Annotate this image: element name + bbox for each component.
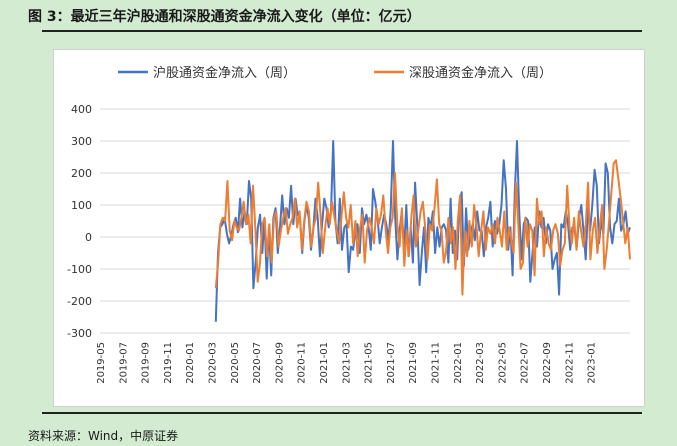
x-tick-label: 2020-09: [274, 342, 285, 384]
source-note: 资料来源：Wind，中原证券: [28, 429, 179, 443]
y-tick-label: 100: [71, 199, 92, 212]
x-tick-label: 2021-05: [364, 342, 375, 384]
x-tick-label: 2022-03: [475, 342, 486, 384]
x-tick-label: 2020-03: [207, 342, 218, 384]
x-tick-label: 2019-05: [96, 342, 107, 384]
x-tick-label: 2022-07: [520, 342, 531, 384]
x-tick-label: 2023-01: [587, 342, 598, 384]
x-tick-label: 2022-01: [453, 342, 464, 384]
x-tick-label: 2021-11: [430, 342, 441, 384]
bottom-rule: [42, 412, 642, 414]
y-tick-label: -200: [67, 295, 92, 308]
x-tick-label: 2019-09: [141, 342, 152, 384]
x-tick-label: 2022-05: [497, 342, 508, 384]
x-tick-label: 2021-03: [341, 342, 352, 384]
figure-title: 图 3：最近三年沪股通和深股通资金净流入变化（单位：亿元）: [28, 9, 421, 25]
legend-label-sz: 深股通资金净流入（周）: [409, 65, 552, 81]
series-line-sz: [214, 159, 631, 296]
x-tick-label: 2021-07: [386, 342, 397, 384]
x-tick-label: 2019-07: [118, 342, 129, 384]
y-tick-label: -100: [67, 263, 92, 276]
x-tick-label: 2020-01: [185, 342, 196, 384]
y-tick-label: 300: [71, 135, 92, 148]
x-tick-label: 2021-01: [319, 342, 330, 384]
x-tick-label: 2020-05: [230, 342, 241, 384]
x-tick-label: 2019-11: [163, 342, 174, 384]
x-tick-label: 2022-11: [564, 342, 575, 384]
x-tick-label: 2021-09: [408, 342, 419, 384]
y-tick-label: 0: [85, 231, 92, 244]
x-tick-label: 2020-07: [252, 342, 263, 384]
top-rule: [42, 30, 642, 32]
x-tick-label: 2022-09: [542, 342, 553, 384]
x-tick-label: 2020-11: [297, 342, 308, 384]
y-tick-label: 200: [71, 167, 92, 180]
legend-label-sh: 沪股通资金净流入（周）: [153, 65, 296, 81]
series-line-sh: [214, 140, 631, 322]
y-tick-label: 400: [71, 103, 92, 116]
y-tick-label: -300: [67, 327, 92, 340]
